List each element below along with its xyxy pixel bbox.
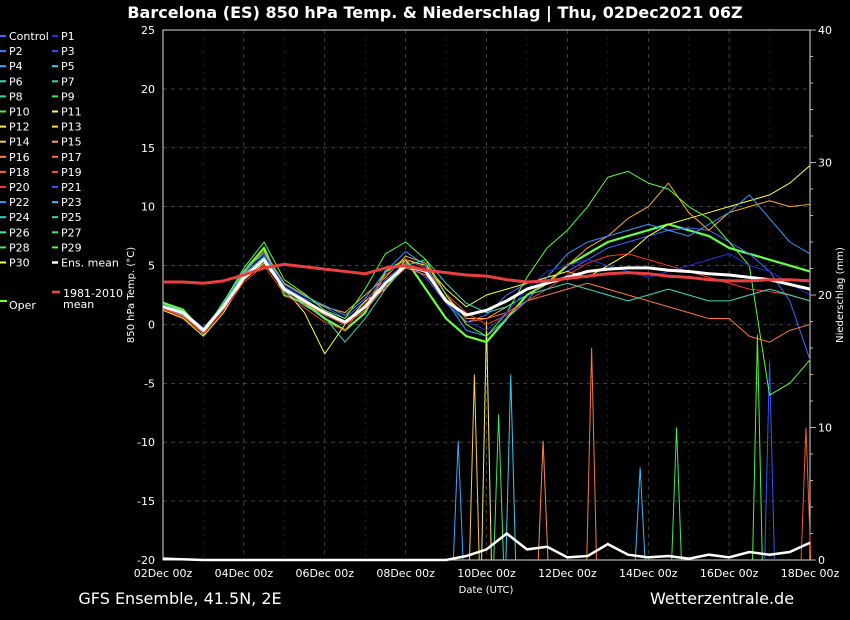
x-tick-label: 06Dec 00z xyxy=(295,567,354,580)
y-tick-label: 5 xyxy=(148,260,155,273)
precip-spike xyxy=(800,427,812,561)
legend-entry-label: P3 xyxy=(61,45,75,58)
precip-spike xyxy=(493,414,504,561)
legend-entry-label: P23 xyxy=(61,196,82,209)
legend-entry-label: P6 xyxy=(9,75,23,88)
chart-title: Barcelona (ES) 850 hPa Temp. & Niedersch… xyxy=(127,3,742,23)
x-axis-label: Date (UTC) xyxy=(459,585,514,596)
legend-entry-label: P20 xyxy=(9,181,30,194)
precip-spike xyxy=(634,467,646,561)
y-axis-label-right: Niederschlag (mm) xyxy=(835,247,846,343)
precip-spike xyxy=(481,321,492,561)
legend-entry-label: P2 xyxy=(9,45,23,58)
legend-entry-label: P19 xyxy=(61,166,82,179)
y-tick-label: -15 xyxy=(137,495,155,508)
series-line xyxy=(163,262,811,285)
y-tick-label: -20 xyxy=(137,554,155,567)
legend-entry-label: P30 xyxy=(9,257,30,270)
precip-spike xyxy=(671,427,682,561)
legend-entry-label: P28 xyxy=(9,241,30,254)
series-line xyxy=(162,170,811,396)
y-axis-label-left: 850 hPa Temp. (°C) xyxy=(126,247,137,343)
legend-entry-label: P26 xyxy=(9,226,30,239)
x-tick-label: 14Dec 00z xyxy=(619,567,678,580)
legend-entry-label: Oper xyxy=(9,299,36,312)
legend-entry-label: P13 xyxy=(61,121,82,134)
legend-entry-label: P11 xyxy=(61,106,82,119)
precip-ens-mean xyxy=(162,531,811,562)
legend-entry-label: P12 xyxy=(9,121,30,134)
x-tick-label: 02Dec 00z xyxy=(134,567,193,580)
footer-source: Wetterzentrale.de xyxy=(650,589,794,608)
y-right-tick-label: 40 xyxy=(818,24,832,37)
precip-spike xyxy=(752,334,763,561)
x-tick-label: 12Dec 00z xyxy=(538,567,597,580)
precip-spike xyxy=(764,361,775,561)
precip-spike xyxy=(452,440,464,561)
y-tick-label: 20 xyxy=(141,83,155,96)
axes: 25 20 15 10 5 0 -5 -10 -15 -20 40 30 20 10 0 02Dec 00z 0… xyxy=(134,24,840,580)
legend-entry-label: P9 xyxy=(61,90,75,103)
legend-entry-label: P1 xyxy=(61,30,75,43)
legend-entry-label: P10 xyxy=(9,106,30,119)
legend-entry-label: P24 xyxy=(9,211,30,224)
temperature-series xyxy=(162,165,811,396)
legend-entry-label: P29 xyxy=(61,241,82,254)
legend-entry-label: P15 xyxy=(61,136,82,149)
x-tick-label: 18Dec 00z xyxy=(781,567,840,580)
y-right-tick-label: 10 xyxy=(818,422,832,435)
y-tick-label: -10 xyxy=(137,436,155,449)
legend-entry-label: Control xyxy=(9,30,49,43)
x-tick-label: 08Dec 00z xyxy=(376,567,435,580)
legend-entry-label: P7 xyxy=(61,75,75,88)
precip-spike xyxy=(505,374,517,561)
legend-entry-label: P4 xyxy=(9,60,23,73)
legend-entry-label: 1981-2010 mean xyxy=(63,287,123,311)
x-tick-label: 04Dec 00z xyxy=(215,567,274,580)
legend-entry-label: P8 xyxy=(9,90,23,103)
legend-entry-label: P27 xyxy=(61,226,82,239)
y-tick-label: 25 xyxy=(141,24,155,37)
precipitation-series xyxy=(162,321,812,562)
legend-entry-label: P5 xyxy=(61,60,75,73)
precip-spike xyxy=(586,347,597,561)
series-line xyxy=(162,258,811,332)
y-tick-label: 10 xyxy=(141,201,155,214)
y-tick-label: 0 xyxy=(148,318,155,331)
legend-entry-label: P17 xyxy=(61,151,82,164)
x-tick-label: 16Dec 00z xyxy=(700,567,759,580)
y-right-tick-label: 0 xyxy=(818,554,825,567)
series-line xyxy=(162,253,811,335)
legend-entry-label: P22 xyxy=(9,196,30,209)
legend-entry-label: P14 xyxy=(9,136,30,149)
y-tick-label: -5 xyxy=(144,377,155,390)
legend-entry-label: P21 xyxy=(61,181,82,194)
legend: Control P1 P2 P3 P4 P5 P6 P7 P8 P9 P10 P11 P12 P13 P14… xyxy=(0,30,123,312)
legend-entry-label: P16 xyxy=(9,151,30,164)
legend-entry-label: P18 xyxy=(9,166,30,179)
x-tick-label: 10Dec 00z xyxy=(457,567,516,580)
y-right-tick-label: 30 xyxy=(818,157,832,170)
footer-model-info: GFS Ensemble, 41.5N, 2E xyxy=(78,589,281,608)
precip-spike xyxy=(469,374,480,561)
precip-spike xyxy=(537,440,549,561)
y-right-tick-label: 20 xyxy=(818,289,832,302)
legend-entry-label: P25 xyxy=(61,211,82,224)
legend-entry-label: Ens. mean xyxy=(61,257,119,270)
y-tick-label: 15 xyxy=(141,142,155,155)
